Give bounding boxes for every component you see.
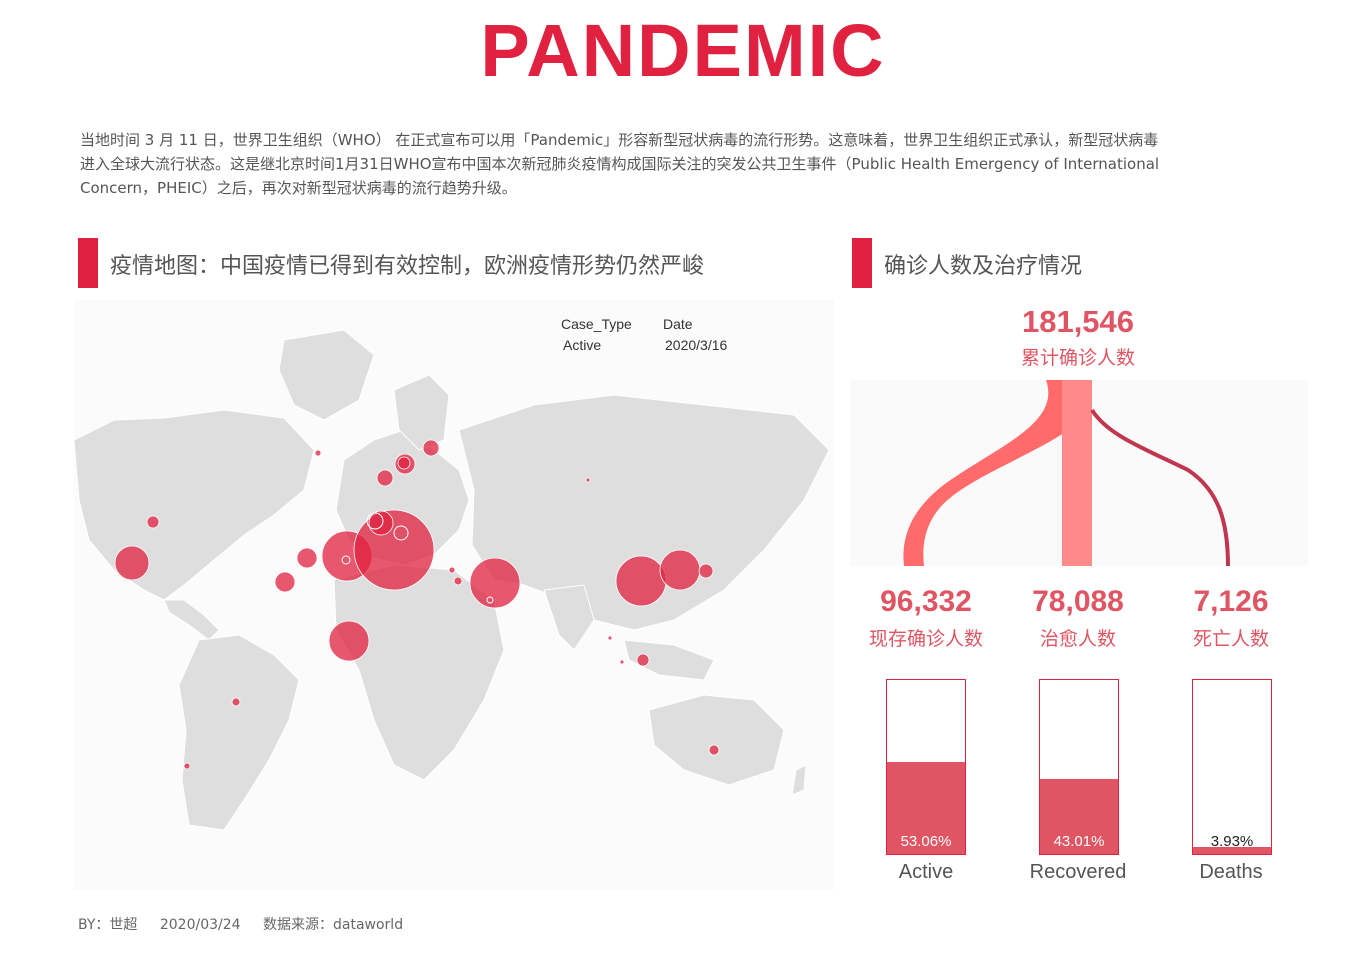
bubble-small-3 [314,449,322,457]
bubble-germany [368,510,394,536]
footer-author: BY：世超 [78,917,138,933]
continent-north-america [74,409,315,601]
bubble-small-2 [453,576,463,586]
stats-heading-text: 确诊人数及治疗情况 [884,254,1083,279]
legend-case-type-value[interactable]: Active [563,337,602,353]
deaths-pct: 3.93% [1210,833,1254,850]
map-heading-text: 疫情地图：中国疫情已得到有效控制，欧洲疫情形势仍然严峻 [110,254,705,279]
bubble-scandinavia [376,469,394,487]
bubble-small-6 [619,659,625,665]
heading-accent-bar [852,238,872,288]
flow-recovered-band [1062,380,1092,566]
recovered-name: Recovered [1029,861,1127,883]
legend-date-value[interactable]: 2020/3/16 [665,337,728,353]
bubble-russia [422,439,440,457]
se-asia [623,639,715,681]
continent-australia [648,694,785,786]
world-map-panel[interactable]: Case_Type Active Date 2020/3/16 [74,300,834,890]
active-bar: 53.06% [886,679,966,855]
continent-south-america [178,634,300,831]
bubble-spain [274,571,296,593]
recovered-label: 治愈人数 [1039,628,1116,650]
bubble-north-america [114,545,150,581]
bubble-brazil [231,697,241,707]
deaths-value: 7,126 [1193,585,1269,618]
deaths-label: 死亡人数 [1192,628,1269,650]
intro-paragraph: 当地时间 3 月 11 日，世界卫生组织（WHO） 在正式宣布可以用「Pande… [80,128,1300,200]
bubble-outline [366,512,384,530]
footer-source: 数据来源：dataworld [263,917,404,933]
bubble-outline [393,525,409,541]
active-label: 现存确诊人数 [868,628,983,650]
recovered-bar: 43.01% [1039,679,1119,855]
total-cases-label: 累计确诊人数 [1020,347,1135,369]
legend-date-label: Date [663,316,693,332]
bubble-small-5 [585,477,591,483]
bubble-outline [486,596,494,604]
bubble-west-africa [328,620,370,662]
bar-fill [887,761,965,854]
active-name: Active [898,861,954,883]
active-value: 96,332 [880,585,972,618]
bar-fill [1040,779,1118,854]
flow-active-band [903,380,1092,566]
bubble-canada [146,515,160,529]
bubble-china [615,555,667,607]
bar-fill [1193,847,1271,854]
bubble-iran [469,557,521,609]
greenland [278,329,375,421]
bubble-italy [353,509,435,591]
scandinavia [393,374,450,451]
bubble-finland [397,456,411,470]
world-map[interactable] [74,300,834,890]
intro-line: 当地时间 3 月 11 日，世界卫生组织（WHO） 在正式宣布可以用「Pande… [80,131,1159,149]
bubble-japan [698,563,714,579]
footer: BY：世超 2020/03/24 数据来源：dataworld [78,914,421,934]
bubble-uk [296,547,318,569]
case-flow-diagram [850,380,1308,566]
bubble-outline [341,555,351,565]
total-cases-value: 181,546 [1021,304,1135,339]
new-zealand [791,764,807,796]
bubble-se-asia [636,653,650,667]
bubble-korea [659,549,701,591]
intro-line: Concern，PHEIC）之后，再次对新型冠状病毒的流行趋势升级。 [80,179,517,197]
legend-case-type-label: Case_Type [561,316,632,332]
page-title: PANDEMIC [480,9,886,92]
india [543,584,595,651]
bubble-australia [708,744,720,756]
bubble-small-7 [607,635,613,641]
deaths-name: Deaths [1199,861,1263,883]
bubble-small-1 [448,566,456,574]
bubble-small-4 [183,762,191,770]
flow-deaths-band [1090,408,1230,566]
heading-accent-bar [78,238,98,288]
stats-panel: 181,546 累计确诊人数 96,332 现存确诊人数 78,088 治愈人数… [848,300,1310,890]
footer-date: 2020/03/24 [159,917,241,933]
case-bubbles [114,439,720,770]
recovered-value: 78,088 [1032,585,1124,618]
active-pct: 53.06% [900,833,952,850]
continent-central-america [163,599,220,641]
recovered-pct: 43.01% [1053,833,1105,850]
deaths-bar: 3.93% [1192,679,1272,855]
intro-line: 进入全球大流行状态。这是继北京时间1月31日WHO宣布中国本次新冠肺炎疫情构成国… [80,155,1160,173]
